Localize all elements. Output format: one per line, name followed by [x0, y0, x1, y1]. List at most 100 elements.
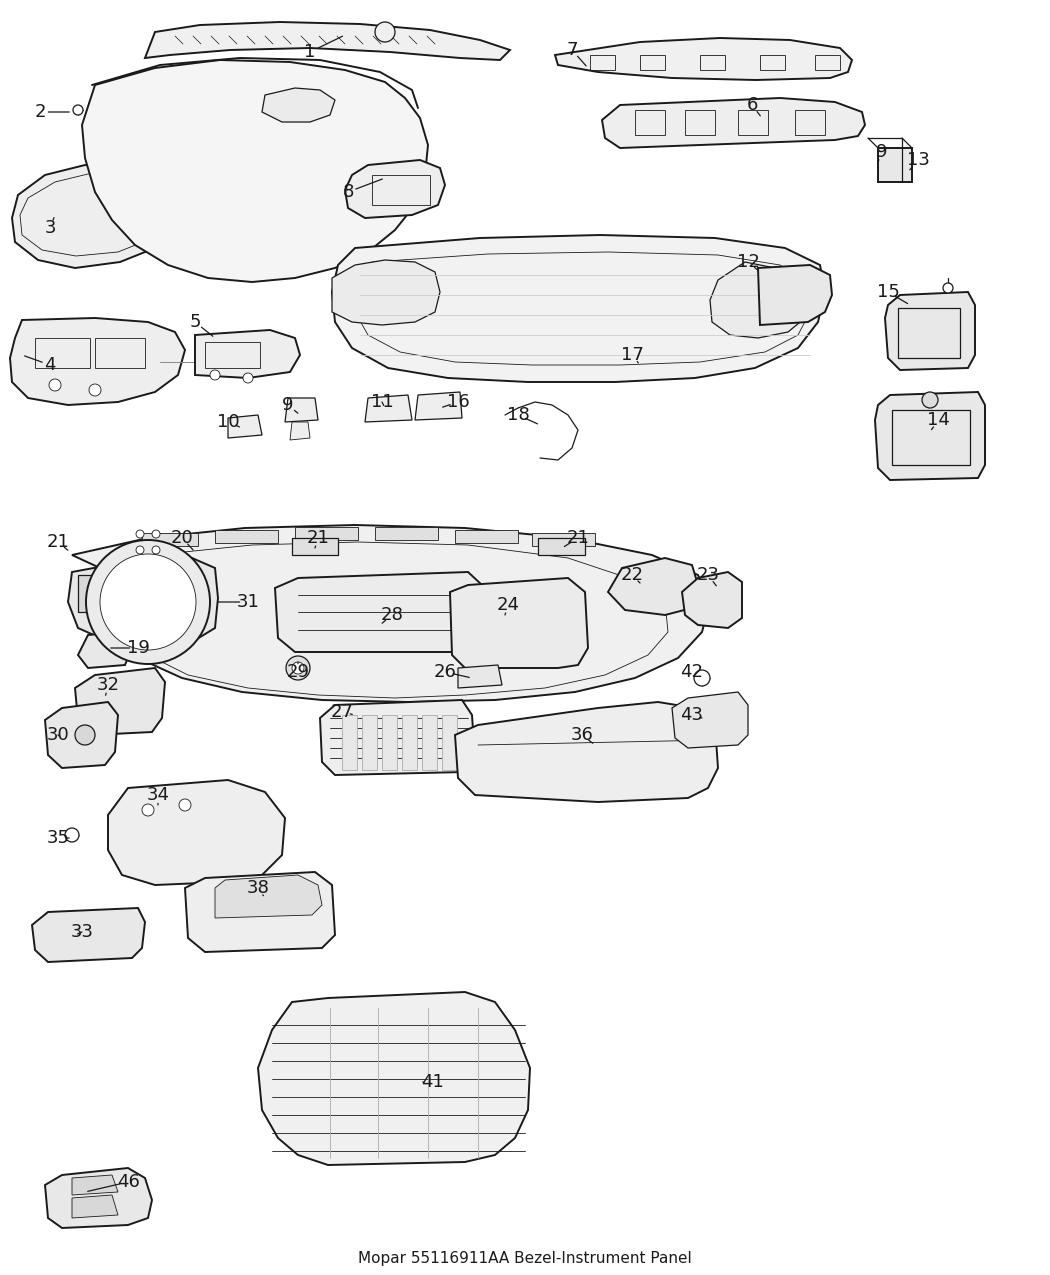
- Text: 10: 10: [216, 413, 239, 431]
- Text: 2: 2: [35, 103, 46, 121]
- Circle shape: [943, 283, 953, 293]
- Circle shape: [74, 105, 83, 115]
- Polygon shape: [682, 572, 742, 629]
- Polygon shape: [450, 578, 588, 668]
- Polygon shape: [78, 575, 116, 612]
- Text: 36: 36: [570, 725, 593, 745]
- Text: 15: 15: [877, 283, 900, 301]
- Circle shape: [152, 546, 160, 555]
- Text: 3: 3: [44, 219, 56, 237]
- Circle shape: [375, 22, 395, 42]
- Polygon shape: [422, 715, 437, 770]
- Polygon shape: [292, 538, 338, 555]
- Text: 35: 35: [46, 829, 69, 847]
- Text: 18: 18: [506, 405, 529, 425]
- Polygon shape: [215, 875, 322, 918]
- Polygon shape: [320, 700, 475, 775]
- Text: 32: 32: [97, 676, 120, 694]
- Polygon shape: [602, 98, 865, 148]
- Text: 43: 43: [680, 706, 704, 724]
- Circle shape: [694, 669, 710, 686]
- Polygon shape: [275, 572, 485, 652]
- Polygon shape: [72, 1176, 118, 1195]
- Polygon shape: [12, 164, 175, 268]
- Polygon shape: [555, 38, 852, 80]
- Text: 24: 24: [497, 595, 520, 615]
- Text: 27: 27: [331, 703, 354, 720]
- Polygon shape: [258, 992, 530, 1165]
- Text: 17: 17: [621, 346, 644, 363]
- Circle shape: [292, 662, 304, 674]
- Text: 9: 9: [877, 143, 887, 161]
- Polygon shape: [45, 1168, 152, 1228]
- Circle shape: [178, 799, 191, 811]
- Text: 14: 14: [926, 411, 949, 428]
- Text: 31: 31: [236, 593, 259, 611]
- Polygon shape: [68, 558, 218, 645]
- Text: 5: 5: [189, 312, 201, 332]
- Text: 21: 21: [46, 533, 69, 551]
- Text: 7: 7: [566, 41, 578, 59]
- Polygon shape: [285, 398, 318, 422]
- Text: 26: 26: [434, 663, 457, 681]
- Text: 20: 20: [170, 529, 193, 547]
- Polygon shape: [538, 538, 585, 555]
- Text: 9: 9: [282, 397, 294, 414]
- Polygon shape: [10, 317, 185, 405]
- Text: 46: 46: [117, 1173, 140, 1191]
- Polygon shape: [145, 22, 510, 60]
- Polygon shape: [458, 666, 502, 689]
- Text: 21: 21: [567, 529, 589, 547]
- Polygon shape: [290, 422, 310, 440]
- Polygon shape: [342, 715, 357, 770]
- Polygon shape: [32, 908, 145, 963]
- Circle shape: [49, 379, 61, 391]
- Text: 1: 1: [304, 43, 316, 61]
- Polygon shape: [215, 530, 278, 543]
- Circle shape: [152, 530, 160, 538]
- Polygon shape: [78, 632, 132, 668]
- Polygon shape: [72, 1195, 118, 1218]
- Polygon shape: [710, 261, 810, 338]
- Polygon shape: [295, 527, 358, 541]
- Polygon shape: [195, 330, 300, 377]
- Text: 29: 29: [287, 663, 310, 681]
- Polygon shape: [72, 525, 710, 703]
- Polygon shape: [442, 715, 457, 770]
- Polygon shape: [402, 715, 417, 770]
- Text: 34: 34: [147, 785, 169, 805]
- Circle shape: [89, 384, 101, 397]
- Polygon shape: [82, 60, 428, 282]
- Circle shape: [86, 541, 210, 664]
- Polygon shape: [672, 692, 748, 748]
- Text: 22: 22: [621, 566, 644, 584]
- Circle shape: [75, 725, 94, 745]
- Text: 38: 38: [247, 878, 270, 898]
- Polygon shape: [228, 414, 262, 439]
- Circle shape: [922, 391, 938, 408]
- Polygon shape: [332, 260, 440, 325]
- Circle shape: [243, 374, 253, 382]
- Polygon shape: [532, 533, 595, 546]
- Text: 13: 13: [906, 150, 929, 170]
- Polygon shape: [332, 235, 825, 382]
- Text: 6: 6: [747, 96, 758, 113]
- Polygon shape: [142, 533, 198, 546]
- Polygon shape: [758, 265, 832, 325]
- Circle shape: [142, 805, 154, 816]
- Polygon shape: [455, 530, 518, 543]
- Text: 21: 21: [307, 529, 330, 547]
- Polygon shape: [185, 872, 335, 952]
- Polygon shape: [365, 395, 412, 422]
- Polygon shape: [45, 703, 118, 768]
- Polygon shape: [885, 292, 975, 370]
- Text: 11: 11: [371, 393, 394, 411]
- Text: 16: 16: [446, 393, 469, 411]
- Text: 12: 12: [736, 252, 759, 272]
- Polygon shape: [878, 148, 912, 182]
- Text: 30: 30: [46, 725, 69, 745]
- Text: 41: 41: [421, 1074, 443, 1091]
- Polygon shape: [415, 391, 462, 419]
- Polygon shape: [108, 780, 285, 885]
- Polygon shape: [362, 715, 377, 770]
